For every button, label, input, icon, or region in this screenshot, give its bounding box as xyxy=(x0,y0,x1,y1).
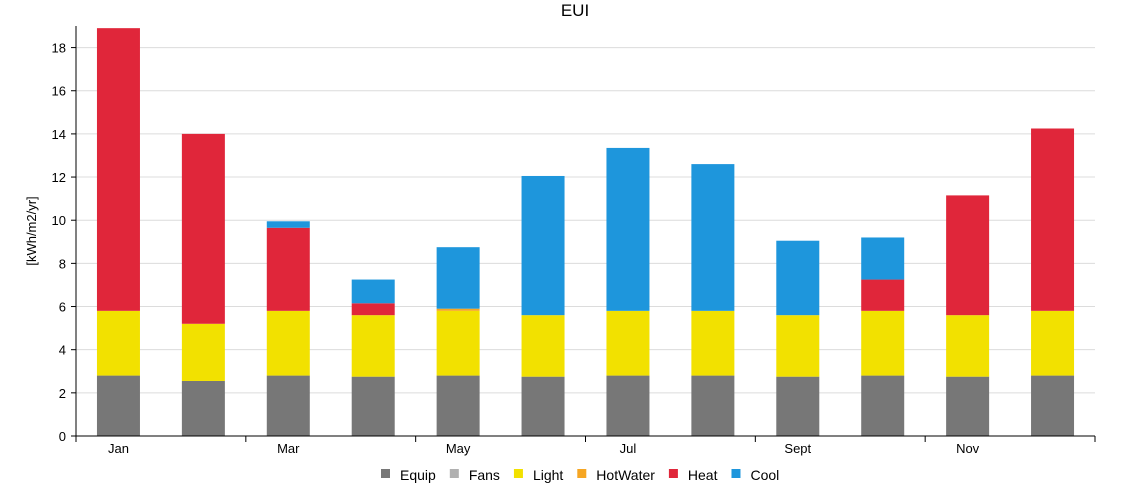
x-tick-label: Sept xyxy=(784,441,811,456)
y-axis-title: [kWh/m2/yr] xyxy=(24,196,39,265)
bar-segment-cool-aug xyxy=(691,164,735,311)
x-tick-label: Mar xyxy=(277,441,300,456)
y-tick-label: 0 xyxy=(59,429,66,444)
bar-segment-cool-jul xyxy=(606,147,650,311)
bar-segment-equip-nov xyxy=(946,376,990,436)
bar-segment-cool-sept xyxy=(776,240,820,316)
bar-segment-light-oct xyxy=(861,310,905,376)
bar-segment-cool-mar xyxy=(266,221,310,228)
bar-segment-equip-sept xyxy=(776,376,820,436)
y-tick-label: 8 xyxy=(59,256,66,271)
legend: Equip Fans Light HotWater Heat Cool xyxy=(381,467,779,483)
legend-swatch-hotwater xyxy=(577,469,587,478)
bar-segment-heat-apr xyxy=(351,303,395,316)
bar-segment-light-feb xyxy=(181,323,225,381)
legend-swatch-cool xyxy=(731,469,741,478)
bar-layer xyxy=(96,28,1075,436)
bar-segment-heat-feb xyxy=(181,133,225,324)
y-tick-label: 18 xyxy=(52,41,66,56)
bar-segment-light-sept xyxy=(776,315,820,377)
axis-layer: 0 2 4 6 8 10 12 14 16 18 Jan Mar May Jul Sept Nov xyxy=(52,26,1096,456)
bar-segment-equip-mar xyxy=(266,375,310,436)
bar-segment-equip-jul xyxy=(606,375,650,436)
bar-segment-heat-nov xyxy=(946,195,990,316)
bar-segment-equip-apr xyxy=(351,376,395,436)
y-tick-label: 16 xyxy=(52,84,66,99)
x-tick-label: Jan xyxy=(108,441,129,456)
bar-segment-light-jun xyxy=(521,315,565,377)
bar-segment-heat-dec xyxy=(1031,128,1075,311)
bar-segment-light-dec xyxy=(1031,310,1075,376)
bar-segment-cool-oct xyxy=(861,237,905,280)
y-tick-label: 2 xyxy=(59,386,66,401)
legend-swatch-light xyxy=(513,469,523,478)
y-tick-label: 14 xyxy=(52,127,66,142)
bar-segment-cool-apr xyxy=(351,279,395,304)
bar-segment-hotwater-may xyxy=(436,308,480,311)
legend-label-heat: Heat xyxy=(688,467,718,483)
y-tick-label: 10 xyxy=(52,213,66,228)
legend-swatch-heat xyxy=(668,469,678,478)
x-tick-label: Nov xyxy=(956,441,980,456)
bar-segment-equip-dec xyxy=(1031,375,1075,436)
legend-label-light: Light xyxy=(533,467,563,483)
y-tick-label: 6 xyxy=(59,300,66,315)
bar-segment-light-aug xyxy=(691,310,735,376)
y-tick-label: 4 xyxy=(59,343,66,358)
bar-segment-equip-oct xyxy=(861,375,905,436)
bar-segment-equip-jun xyxy=(521,376,565,436)
y-tick-label: 12 xyxy=(52,170,66,185)
bar-segment-light-apr xyxy=(351,315,395,377)
chart-title: EUI xyxy=(561,1,589,20)
bar-segment-equip-jan xyxy=(96,375,140,436)
x-tick-label: Jul xyxy=(620,441,637,456)
grid-layer xyxy=(76,47,1095,394)
bar-segment-equip-aug xyxy=(691,375,735,436)
bar-segment-light-jan xyxy=(96,310,140,376)
bar-segment-equip-feb xyxy=(181,380,225,436)
bar-segment-light-mar xyxy=(266,310,310,376)
bar-segment-cool-may xyxy=(436,247,480,309)
bar-segment-cool-jun xyxy=(521,175,565,316)
legend-label-fans: Fans xyxy=(469,467,500,483)
legend-swatch-equip xyxy=(381,469,390,478)
bar-segment-equip-may xyxy=(436,375,480,436)
legend-swatch-fans xyxy=(449,469,459,478)
bar-segment-light-may xyxy=(436,310,480,376)
bar-segment-heat-mar xyxy=(266,227,310,311)
legend-label-equip: Equip xyxy=(400,467,436,483)
x-tick-label: May xyxy=(446,441,471,456)
bar-segment-light-nov xyxy=(946,315,990,377)
bar-segment-heat-oct xyxy=(861,279,905,311)
bar-segment-heat-jan xyxy=(96,28,140,311)
legend-label-cool: Cool xyxy=(750,467,779,483)
bar-segment-light-jul xyxy=(606,310,650,376)
legend-label-hotwater: HotWater xyxy=(596,467,655,483)
